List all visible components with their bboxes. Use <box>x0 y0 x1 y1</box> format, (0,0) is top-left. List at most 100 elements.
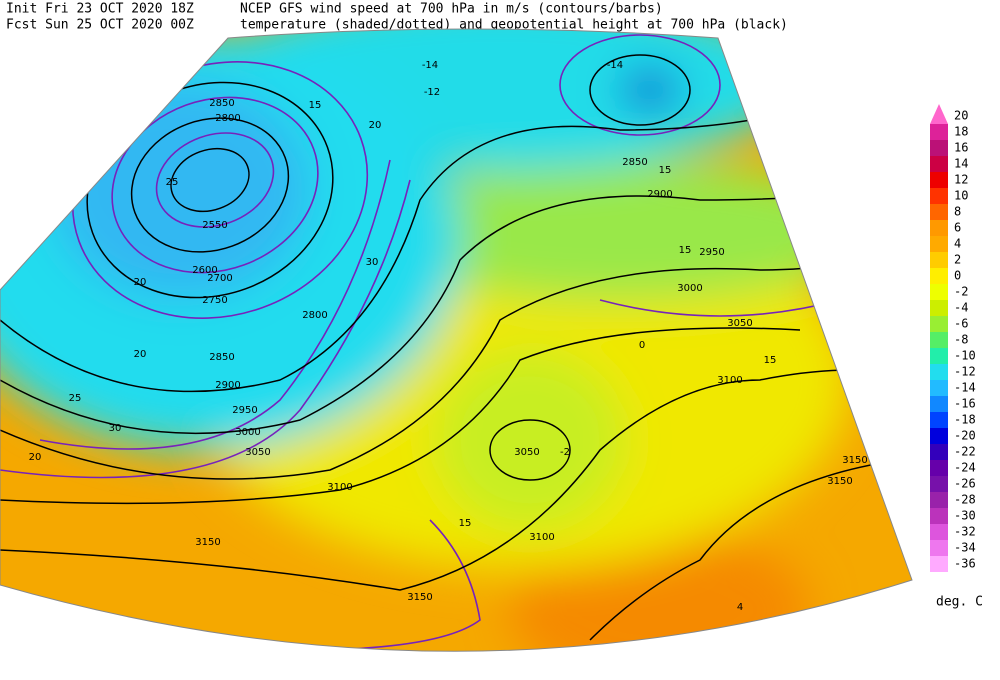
contour-label: -2 <box>560 447 570 458</box>
contour-label: 2900 <box>215 380 240 391</box>
colorbar-label: 0 <box>954 269 961 283</box>
contour-label: 3150 <box>407 592 432 603</box>
contour-label: 3150 <box>195 537 220 548</box>
contour-label: 25 <box>69 393 82 404</box>
contour-label: 2850 <box>622 157 647 168</box>
contour-label: 30 <box>366 257 379 268</box>
contour-label: -12 <box>424 87 440 98</box>
contour-label: 3100 <box>327 482 352 493</box>
colorbar-cell <box>930 156 948 172</box>
colorbar-label: 12 <box>954 173 968 187</box>
colorbar-cell <box>930 284 948 300</box>
contour-label: 3050 <box>727 318 752 329</box>
colorbar-cell <box>930 236 948 252</box>
contour-label: 20 <box>134 277 147 288</box>
colorbar-cell <box>930 428 948 444</box>
colorbar-label: -8 <box>954 333 968 347</box>
colorbar-label: 18 <box>954 125 968 139</box>
colorbar-label: 14 <box>954 157 968 171</box>
colorbar-label: -32 <box>954 525 976 539</box>
colorbar-label: -12 <box>954 365 976 379</box>
colorbar-label: 4 <box>954 237 961 251</box>
colorbar-label: -26 <box>954 477 976 491</box>
title-line-2: temperature (shaded/dotted) and geopoten… <box>240 18 788 33</box>
colorbar-cell <box>930 140 948 156</box>
contour-label: 2700 <box>207 273 232 284</box>
colorbar-cell <box>930 412 948 428</box>
colorbar-cell <box>930 460 948 476</box>
colorbar-label: -2 <box>954 285 968 299</box>
colorbar-cell <box>930 556 948 572</box>
contour-label: 15 <box>679 245 692 256</box>
contour-label: 3100 <box>717 375 742 386</box>
contour-label: 30 <box>109 423 122 434</box>
colorbar-cell <box>930 188 948 204</box>
contour-label: 4 <box>737 602 743 613</box>
contour-label: 3150 <box>842 455 867 466</box>
colorbar-label: -30 <box>954 509 976 523</box>
contour-label: 0 <box>639 340 645 351</box>
colorbar-label: 8 <box>954 205 961 219</box>
colorbar-cell <box>930 220 948 236</box>
contour-label: 20 <box>369 120 382 131</box>
colorbar-label: 16 <box>954 141 968 155</box>
colorbar-arrow <box>930 104 948 124</box>
colorbar-label: -36 <box>954 557 976 571</box>
contour-label: 2800 <box>215 113 240 124</box>
colorbar-cell <box>930 524 948 540</box>
contour-label: 2900 <box>647 189 672 200</box>
contour-label: 20 <box>134 349 147 360</box>
colorbar-cell <box>930 300 948 316</box>
colorbar-cell <box>930 204 948 220</box>
colorbar-cell <box>930 172 948 188</box>
contour-label: 15 <box>264 645 277 656</box>
contour-label: 15 <box>659 165 672 176</box>
colorbar-label: 2 <box>954 253 961 267</box>
colorbar-label: -14 <box>954 381 976 395</box>
colorbar-label: 20 <box>954 109 968 123</box>
colorbar-cell <box>930 476 948 492</box>
contour-label: 3150 <box>827 476 852 487</box>
colorbar-label: -16 <box>954 397 976 411</box>
colorbar-label: -6 <box>954 317 968 331</box>
colorbar-cell <box>930 316 948 332</box>
contour-label: 3100 <box>529 532 554 543</box>
colorbar-cell <box>930 124 948 140</box>
colorbar-label: -24 <box>954 461 976 475</box>
contour-label: -14 <box>607 60 623 71</box>
contour-label: 20 <box>834 285 847 296</box>
contour-label: 2950 <box>232 405 257 416</box>
title-line-1: NCEP GFS wind speed at 700 hPa in m/s (c… <box>240 2 663 17</box>
contour-label: 20 <box>29 452 42 463</box>
colorbar-cell <box>930 332 948 348</box>
contour-label: 2850 <box>209 352 234 363</box>
contour-label: 3000 <box>677 283 702 294</box>
contour-label: 2800 <box>302 310 327 321</box>
colorbar-label: -22 <box>954 445 976 459</box>
contour-label: 2600 <box>192 265 217 276</box>
colorbar-cell <box>930 492 948 508</box>
colorbar-cell <box>930 364 948 380</box>
contour-label: 15 <box>459 518 472 529</box>
colorbar-cell <box>930 540 948 556</box>
contour-label: 2550 <box>202 220 227 231</box>
contour-label: 2750 <box>202 295 227 306</box>
contour-label: 2950 <box>699 247 724 258</box>
map-border <box>0 28 913 652</box>
colorbar-label: -4 <box>954 301 968 315</box>
colorbar-unit: deg. C <box>936 595 983 610</box>
forecast-time: Fcst Sun 25 OCT 2020 00Z <box>6 18 194 33</box>
height-contours <box>0 54 912 641</box>
contour-label: 3000 <box>235 427 260 438</box>
contour-label: 3050 <box>514 447 539 458</box>
colorbar-cell <box>930 348 948 364</box>
contour-label: 3050 <box>245 447 270 458</box>
colorbar-cell <box>930 252 948 268</box>
init-time: Init Fri 23 OCT 2020 18Z <box>6 2 194 17</box>
colorbar-cell <box>930 508 948 524</box>
colorbar: 20181614121086420-2-4-6-8-10-12-14-16-18… <box>930 104 976 572</box>
contour-label: 15 <box>764 355 777 366</box>
